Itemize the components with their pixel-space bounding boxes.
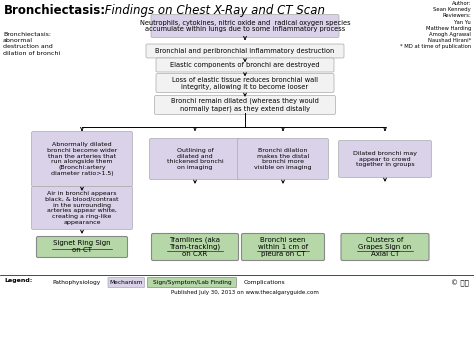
FancyBboxPatch shape <box>341 234 429 261</box>
FancyBboxPatch shape <box>31 131 133 186</box>
Text: © Ⓢ⒨: © Ⓢ⒨ <box>451 279 469 286</box>
Text: Bronchiectasis:: Bronchiectasis: <box>4 4 106 17</box>
Text: Bronchial and peribronchial inflammatory destruction: Bronchial and peribronchial inflammatory… <box>155 48 335 54</box>
Text: Tramlines (aka
Tram-tracking)
on CXR: Tramlines (aka Tram-tracking) on CXR <box>169 236 220 257</box>
FancyBboxPatch shape <box>152 234 238 261</box>
Text: Neutrophils, cytokines, nitric oxide and  radical oxygen species
accumulate with: Neutrophils, cytokines, nitric oxide and… <box>140 20 350 33</box>
Text: Bronchi seen
within 1 cm of
pleura on CT: Bronchi seen within 1 cm of pleura on CT <box>258 237 308 257</box>
Text: Findings on Chest X-Ray and CT Scan: Findings on Chest X-Ray and CT Scan <box>101 4 325 17</box>
Text: Complications: Complications <box>244 280 285 285</box>
Text: Air in bronchi appears
black, & blood/contrast
in the surrounding
arteries appea: Air in bronchi appears black, & blood/co… <box>45 191 119 225</box>
Text: Mechanism: Mechanism <box>109 280 143 285</box>
FancyBboxPatch shape <box>149 138 240 180</box>
FancyBboxPatch shape <box>237 138 328 180</box>
Text: Abnormally dilated
bronchi become wider
than the arteries that
run alongside the: Abnormally dilated bronchi become wider … <box>47 142 117 176</box>
Text: Bronchi remain dilated (whereas they would
normally taper) as they extend distal: Bronchi remain dilated (whereas they wou… <box>171 98 319 112</box>
Text: Sign/Symptom/Lab Finding: Sign/Symptom/Lab Finding <box>153 280 231 285</box>
Text: Elastic components of bronchi are destroyed: Elastic components of bronchi are destro… <box>170 62 320 68</box>
Text: Outlining of
dilated and
thickened bronchi
on imaging: Outlining of dilated and thickened bronc… <box>167 148 223 170</box>
Text: Signet Ring Sign
on CT: Signet Ring Sign on CT <box>53 240 111 253</box>
Text: Dilated bronchi may
appear to crowd
together in groups: Dilated bronchi may appear to crowd toge… <box>353 151 417 167</box>
FancyBboxPatch shape <box>47 278 105 288</box>
Text: Published July 30, 2013 on www.thecalgaryguide.com: Published July 30, 2013 on www.thecalgar… <box>171 290 319 295</box>
Text: Bronchiectasis:
abnormal
destruction and
dilation of bronchi: Bronchiectasis: abnormal destruction and… <box>3 32 60 56</box>
Text: Clusters of
Grapes Sign on
Axial CT: Clusters of Grapes Sign on Axial CT <box>358 237 411 257</box>
FancyBboxPatch shape <box>239 278 290 288</box>
FancyBboxPatch shape <box>36 236 128 257</box>
FancyBboxPatch shape <box>147 278 237 288</box>
Text: Pathophysiology: Pathophysiology <box>52 280 100 285</box>
FancyBboxPatch shape <box>146 44 344 58</box>
Text: Loss of elastic tissue reduces bronchial wall
integrity, allowing it to become l: Loss of elastic tissue reduces bronchial… <box>172 76 318 89</box>
FancyBboxPatch shape <box>156 73 334 93</box>
Text: Author:
Sean Kennedy
Reviewers:
Yan Yu
Matthew Harding
Amogh Agrawal
Naushad Hir: Author: Sean Kennedy Reviewers: Yan Yu M… <box>400 1 471 49</box>
FancyBboxPatch shape <box>151 15 339 38</box>
Text: Bronchi dilation
makes the distal
bronchi more
visible on imaging: Bronchi dilation makes the distal bronch… <box>254 148 312 170</box>
FancyBboxPatch shape <box>155 95 336 115</box>
FancyBboxPatch shape <box>156 58 334 72</box>
FancyBboxPatch shape <box>31 186 133 229</box>
FancyBboxPatch shape <box>338 141 431 178</box>
FancyBboxPatch shape <box>108 278 145 288</box>
Text: Legend:: Legend: <box>4 278 32 283</box>
FancyBboxPatch shape <box>241 234 325 261</box>
